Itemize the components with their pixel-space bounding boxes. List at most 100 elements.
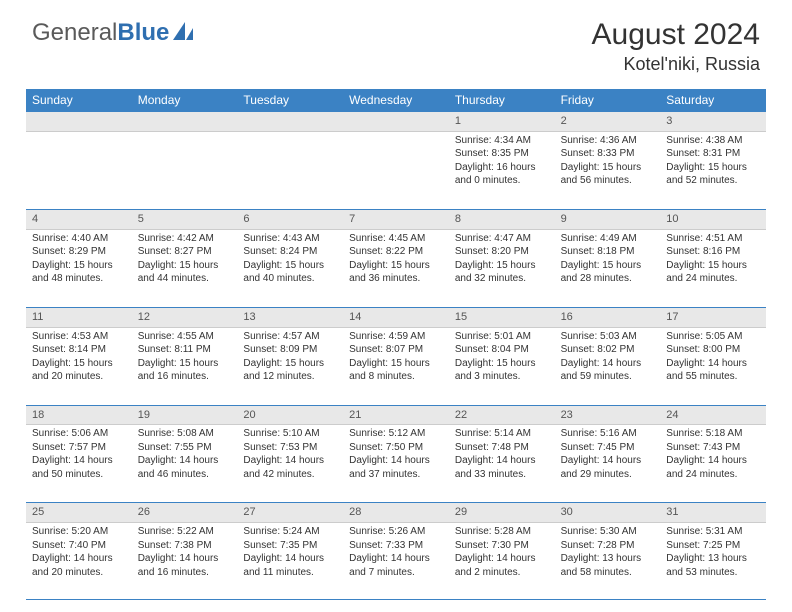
day-day2: and 52 minutes. [666,174,760,188]
day-sunset: Sunset: 7:45 PM [561,441,655,455]
day-day2: and 20 minutes. [32,370,126,384]
daynum-row: 123 [26,111,766,131]
day-sunset: Sunset: 8:29 PM [32,245,126,259]
week-row: Sunrise: 4:34 AMSunset: 8:35 PMDaylight:… [26,131,766,209]
day-day1: Daylight: 15 hours [243,357,337,371]
day-day1: Daylight: 15 hours [455,357,549,371]
day-sunset: Sunset: 8:09 PM [243,343,337,357]
day-sunset: Sunset: 7:33 PM [349,539,443,553]
day-cell: Sunrise: 5:24 AMSunset: 7:35 PMDaylight:… [237,522,343,600]
day-day2: and 40 minutes. [243,272,337,286]
day-day2: and 48 minutes. [32,272,126,286]
day-number: 24 [660,405,766,425]
day-day2: and 37 minutes. [349,468,443,482]
day-sunrise: Sunrise: 5:10 AM [243,427,337,441]
daynum-row: 18192021222324 [26,405,766,425]
day-cell: Sunrise: 4:38 AMSunset: 8:31 PMDaylight:… [660,131,766,209]
day-number: 8 [449,209,555,229]
day-header-wednesday: Wednesday [343,89,449,111]
day-day2: and 16 minutes. [138,566,232,580]
day-cell: Sunrise: 5:14 AMSunset: 7:48 PMDaylight:… [449,424,555,502]
logo-sail-icon [171,20,199,47]
day-cell: Sunrise: 4:53 AMSunset: 8:14 PMDaylight:… [26,327,132,405]
day-cell: Sunrise: 5:01 AMSunset: 8:04 PMDaylight:… [449,327,555,405]
day-sunset: Sunset: 8:22 PM [349,245,443,259]
day-number [26,111,132,131]
day-sunset: Sunset: 7:55 PM [138,441,232,455]
day-sunset: Sunset: 7:53 PM [243,441,337,455]
day-sunrise: Sunrise: 5:14 AM [455,427,549,441]
day-day2: and 44 minutes. [138,272,232,286]
day-day1: Daylight: 15 hours [138,357,232,371]
day-day2: and 12 minutes. [243,370,337,384]
day-sunset: Sunset: 8:16 PM [666,245,760,259]
day-day1: Daylight: 14 hours [243,552,337,566]
day-cell: Sunrise: 4:59 AMSunset: 8:07 PMDaylight:… [343,327,449,405]
day-number: 25 [26,502,132,522]
day-number: 10 [660,209,766,229]
day-day2: and 36 minutes. [349,272,443,286]
day-sunrise: Sunrise: 5:12 AM [349,427,443,441]
day-day2: and 46 minutes. [138,468,232,482]
day-day2: and 20 minutes. [32,566,126,580]
day-sunrise: Sunrise: 5:18 AM [666,427,760,441]
day-sunset: Sunset: 8:07 PM [349,343,443,357]
day-day2: and 3 minutes. [455,370,549,384]
day-day2: and 53 minutes. [666,566,760,580]
day-day1: Daylight: 15 hours [666,161,760,175]
day-cell: Sunrise: 4:55 AMSunset: 8:11 PMDaylight:… [132,327,238,405]
day-day2: and 0 minutes. [455,174,549,188]
day-number: 28 [343,502,449,522]
day-day1: Daylight: 15 hours [32,259,126,273]
day-header-row: Sunday Monday Tuesday Wednesday Thursday… [26,89,766,111]
day-day2: and 2 minutes. [455,566,549,580]
day-day1: Daylight: 16 hours [455,161,549,175]
day-header-friday: Friday [555,89,661,111]
day-number [343,111,449,131]
daynum-row: 25262728293031 [26,502,766,522]
day-number [132,111,238,131]
day-day1: Daylight: 15 hours [243,259,337,273]
day-sunset: Sunset: 8:20 PM [455,245,549,259]
day-header-sunday: Sunday [26,89,132,111]
day-sunrise: Sunrise: 5:30 AM [561,525,655,539]
logo-text: GeneralBlue [32,19,169,47]
day-day1: Daylight: 14 hours [138,552,232,566]
day-sunrise: Sunrise: 5:08 AM [138,427,232,441]
day-sunrise: Sunrise: 5:28 AM [455,525,549,539]
day-cell [237,131,343,209]
day-day1: Daylight: 14 hours [138,454,232,468]
day-day1: Daylight: 14 hours [349,552,443,566]
day-sunrise: Sunrise: 4:59 AM [349,330,443,344]
day-sunrise: Sunrise: 5:01 AM [455,330,549,344]
day-sunset: Sunset: 7:50 PM [349,441,443,455]
day-cell: Sunrise: 4:34 AMSunset: 8:35 PMDaylight:… [449,131,555,209]
day-cell: Sunrise: 5:06 AMSunset: 7:57 PMDaylight:… [26,424,132,502]
day-sunrise: Sunrise: 5:26 AM [349,525,443,539]
day-number: 30 [555,502,661,522]
day-day1: Daylight: 14 hours [666,357,760,371]
day-number: 9 [555,209,661,229]
logo: GeneralBlue [32,18,199,47]
week-row: Sunrise: 5:06 AMSunset: 7:57 PMDaylight:… [26,424,766,502]
day-day1: Daylight: 14 hours [32,552,126,566]
day-sunrise: Sunrise: 4:45 AM [349,232,443,246]
day-day1: Daylight: 15 hours [561,161,655,175]
day-sunset: Sunset: 8:18 PM [561,245,655,259]
day-day2: and 7 minutes. [349,566,443,580]
day-number: 21 [343,405,449,425]
day-day2: and 24 minutes. [666,468,760,482]
day-sunrise: Sunrise: 5:06 AM [32,427,126,441]
day-number: 18 [26,405,132,425]
day-cell: Sunrise: 5:31 AMSunset: 7:25 PMDaylight:… [660,522,766,600]
day-cell: Sunrise: 5:03 AMSunset: 8:02 PMDaylight:… [555,327,661,405]
day-day2: and 59 minutes. [561,370,655,384]
day-day1: Daylight: 15 hours [561,259,655,273]
week-row: Sunrise: 4:53 AMSunset: 8:14 PMDaylight:… [26,327,766,405]
day-cell: Sunrise: 5:28 AMSunset: 7:30 PMDaylight:… [449,522,555,600]
day-sunset: Sunset: 8:02 PM [561,343,655,357]
day-number: 3 [660,111,766,131]
day-day2: and 8 minutes. [349,370,443,384]
day-sunrise: Sunrise: 4:34 AM [455,134,549,148]
day-sunset: Sunset: 7:28 PM [561,539,655,553]
